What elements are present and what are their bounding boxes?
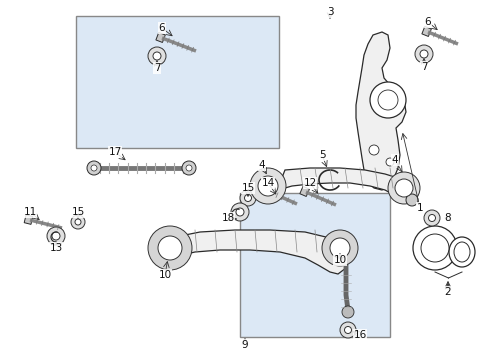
Text: 15: 15 [242,183,255,193]
Circle shape [406,194,418,206]
Circle shape [424,210,440,226]
Polygon shape [356,32,406,190]
Text: 14: 14 [261,178,274,188]
Bar [76,16,279,148]
Circle shape [428,215,436,221]
Circle shape [87,161,101,175]
Bar [240,193,390,337]
Circle shape [91,165,97,171]
Circle shape [340,322,356,338]
Ellipse shape [449,237,475,267]
Text: 8: 8 [445,213,451,223]
Circle shape [330,238,350,258]
Circle shape [395,179,413,197]
Text: 4: 4 [392,155,398,165]
Circle shape [75,219,81,225]
Polygon shape [264,186,273,197]
Circle shape [186,165,192,171]
Circle shape [413,226,457,270]
Text: 6: 6 [159,23,165,33]
Polygon shape [422,26,431,36]
Text: 15: 15 [72,207,85,217]
Text: 11: 11 [24,207,37,217]
Circle shape [415,45,433,63]
Circle shape [344,327,351,333]
Text: 10: 10 [333,255,346,265]
Circle shape [182,161,196,175]
Text: 2: 2 [445,287,451,297]
Circle shape [236,208,244,216]
Circle shape [342,306,354,318]
Polygon shape [156,32,165,42]
Circle shape [47,227,65,245]
Text: 17: 17 [108,147,122,157]
Text: 5: 5 [318,150,325,160]
Polygon shape [24,215,33,224]
Circle shape [148,226,192,270]
Circle shape [231,203,249,221]
Circle shape [322,230,358,266]
Text: 7: 7 [154,63,160,73]
Circle shape [153,52,161,60]
Circle shape [378,90,398,110]
Text: 18: 18 [221,213,235,223]
Ellipse shape [454,242,470,262]
Circle shape [148,47,166,65]
Polygon shape [282,168,412,200]
Polygon shape [172,230,348,274]
Text: 9: 9 [242,340,248,350]
Circle shape [158,236,182,260]
Circle shape [386,158,394,166]
Circle shape [245,194,251,202]
Text: 10: 10 [158,270,172,280]
Polygon shape [300,186,309,197]
Circle shape [52,232,60,240]
Text: 6: 6 [425,17,431,27]
Circle shape [370,82,406,118]
Circle shape [369,145,379,155]
Text: 7: 7 [421,62,427,72]
Circle shape [240,190,256,206]
Circle shape [420,50,428,58]
Circle shape [71,215,85,229]
Circle shape [258,176,278,196]
Circle shape [388,172,420,204]
Text: 12: 12 [303,178,317,188]
Text: 13: 13 [49,243,63,253]
Text: 16: 16 [353,330,367,340]
Circle shape [250,168,286,204]
Text: 1: 1 [416,203,423,213]
Text: 3: 3 [327,7,333,17]
Circle shape [421,234,449,262]
Text: 4: 4 [259,160,265,170]
